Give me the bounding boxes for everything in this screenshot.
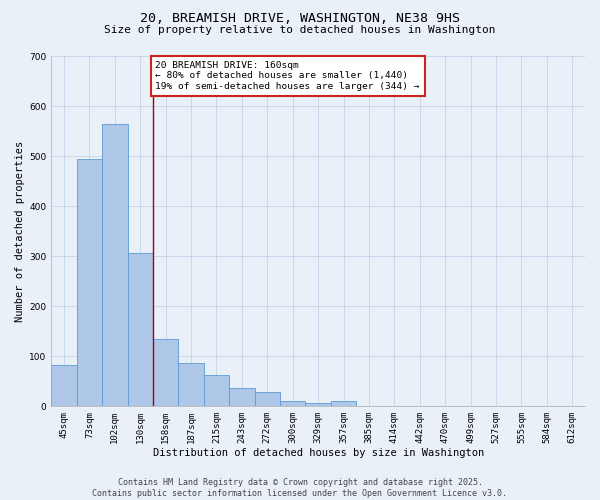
Y-axis label: Number of detached properties: Number of detached properties (15, 140, 25, 322)
Text: Size of property relative to detached houses in Washington: Size of property relative to detached ho… (104, 25, 496, 35)
Bar (331, 401, 356, 406)
Bar (128, 252, 153, 406)
Bar (254, 392, 280, 406)
Text: Contains HM Land Registry data © Crown copyright and database right 2025.
Contai: Contains HM Land Registry data © Crown c… (92, 478, 508, 498)
Bar (204, 374, 229, 406)
Bar (305, 402, 331, 406)
Bar (51, 364, 77, 406)
Bar (178, 362, 204, 406)
Bar (77, 158, 102, 406)
Bar (153, 338, 178, 406)
Text: 20, BREAMISH DRIVE, WASHINGTON, NE38 9HS: 20, BREAMISH DRIVE, WASHINGTON, NE38 9HS (140, 12, 460, 26)
Bar (102, 124, 128, 406)
Bar (229, 388, 254, 406)
X-axis label: Distribution of detached houses by size in Washington: Distribution of detached houses by size … (152, 448, 484, 458)
Text: 20 BREAMISH DRIVE: 160sqm
← 80% of detached houses are smaller (1,440)
19% of se: 20 BREAMISH DRIVE: 160sqm ← 80% of detac… (155, 61, 420, 91)
Bar (280, 400, 305, 406)
